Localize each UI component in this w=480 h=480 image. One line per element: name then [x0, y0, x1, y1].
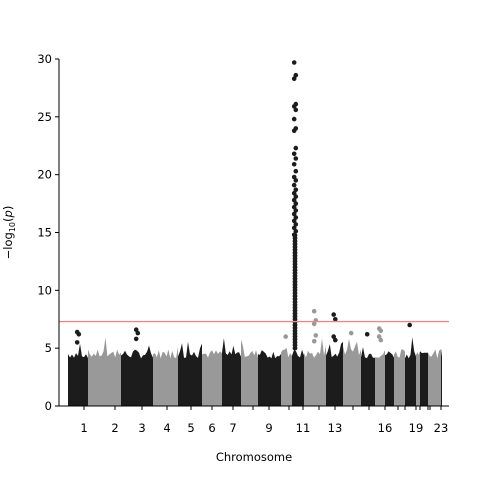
- y-tick-label: 15: [37, 226, 52, 240]
- y-tick-label: 10: [37, 283, 52, 297]
- chromosome-band-c20: [416, 351, 420, 406]
- chromosome-band-3: [121, 345, 153, 406]
- chromosome-band-c22: [428, 349, 441, 406]
- peak-point: [313, 333, 319, 338]
- peak-point: [378, 337, 384, 343]
- y-axis-label: −log10(p): [1, 206, 17, 260]
- x-tick-label: 2: [111, 421, 118, 435]
- peak-point: [333, 317, 338, 322]
- x-tick-label: 19: [409, 421, 424, 435]
- peak-point: [293, 222, 299, 227]
- y-tick-label: 0: [45, 399, 52, 413]
- chromosome-band-2: [88, 337, 121, 406]
- peak-point: [291, 151, 297, 157]
- peak-point: [333, 337, 338, 343]
- chromosome-band-23: [441, 348, 442, 406]
- peak-point: [291, 76, 297, 81]
- chromosome-band-c15: [361, 347, 375, 406]
- peak-point: [293, 194, 299, 199]
- x-axis-label: Chromosome: [216, 450, 292, 464]
- chromosome-band-5: [178, 341, 202, 406]
- peak-point: [293, 201, 299, 206]
- peak-point: [293, 168, 299, 174]
- x-tick-label: 7: [229, 421, 236, 435]
- peak-point: [407, 322, 413, 328]
- peak-point: [293, 187, 299, 192]
- peak-point: [331, 312, 337, 317]
- chromosome-band-c14: [343, 338, 361, 406]
- chromosome-band-c12: [304, 338, 326, 406]
- peak-point: [135, 330, 141, 336]
- peak-point: [291, 128, 297, 133]
- x-tick-label: 5: [187, 421, 194, 435]
- chromosome-band-c21: [420, 351, 428, 406]
- peak-point: [76, 332, 82, 337]
- peak-point: [291, 218, 297, 224]
- y-tick-label: 30: [37, 52, 52, 66]
- y-tick-label: 5: [45, 341, 52, 355]
- peak-point: [291, 162, 297, 167]
- y-ticks: 0 5 10 15 20 25 30: [37, 52, 59, 413]
- peak-point: [331, 334, 337, 339]
- chromosome-band-9: [258, 350, 281, 406]
- y-tick-label: 25: [37, 110, 52, 124]
- chromosome-band-c17: [385, 351, 394, 406]
- peak-point: [311, 321, 317, 327]
- peak-point: [293, 156, 299, 161]
- peak-point: [311, 338, 317, 344]
- x-tick-label: 6: [208, 421, 215, 435]
- peak-point: [291, 197, 297, 203]
- chromosome-band-4: [153, 346, 178, 406]
- x-tick-label: 16: [378, 421, 393, 435]
- peak-point: [293, 145, 299, 151]
- peak-points: [74, 60, 413, 351]
- chromosome-band-7: [222, 338, 241, 406]
- peak-point: [291, 104, 297, 109]
- peak-point: [364, 332, 370, 337]
- peak-point: [291, 116, 297, 122]
- peak-point: [293, 229, 299, 234]
- chromosome-band-11: [292, 349, 304, 406]
- x-ticks: 1 2 3 4 5 6 7 9 11 13 16 19 23: [80, 406, 448, 435]
- peak-point: [293, 72, 299, 78]
- chromosome-band-6: [202, 350, 222, 406]
- peak-point: [133, 336, 139, 342]
- peak-point: [293, 178, 299, 183]
- chromosome-band-c18: [394, 349, 405, 406]
- x-tick-label: 13: [328, 421, 343, 435]
- chromosome-band-19: [405, 337, 416, 406]
- peak-point: [376, 334, 382, 339]
- x-tick-label: 11: [296, 421, 311, 435]
- x-tick-label: 9: [265, 421, 272, 435]
- peak-point: [348, 330, 354, 336]
- chromosome-band-16: [375, 350, 385, 406]
- peak-point: [311, 308, 317, 314]
- peak-point: [291, 211, 297, 217]
- chromosome-band-13: [326, 341, 343, 406]
- chromosome-band-c8: [241, 339, 258, 406]
- peak-point: [293, 107, 299, 113]
- chromosome-band-c10: [281, 347, 292, 406]
- peak-point: [283, 334, 289, 339]
- peak-point: [291, 60, 297, 65]
- x-tick-label: 23: [434, 421, 449, 435]
- peak-point: [291, 182, 297, 188]
- peak-point: [74, 340, 80, 345]
- x-tick-label: 4: [163, 421, 170, 435]
- chromosome-bands: [68, 337, 442, 406]
- chromosome-band-1: [68, 343, 88, 406]
- peak-point: [293, 208, 299, 213]
- peak-point: [292, 233, 298, 238]
- peak-point: [378, 328, 384, 334]
- y-tick-label: 20: [37, 168, 52, 182]
- x-tick-label: 1: [80, 421, 87, 435]
- x-tick-label: 3: [138, 421, 145, 435]
